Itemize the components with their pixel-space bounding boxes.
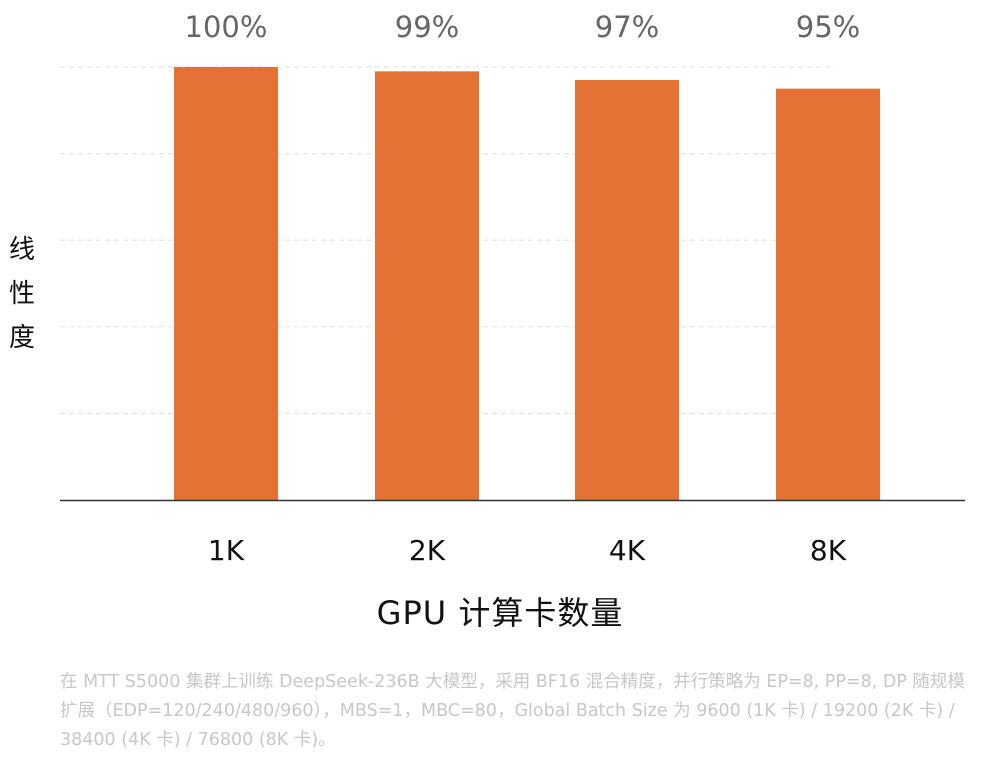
bar-1K [174,67,278,500]
x-tick-label: 8K [810,534,847,567]
bar-8K [776,88,880,501]
bar-2K [375,71,479,500]
bar-chart: 100% 99% 97% 95% 1K 2K 4K 8K [60,10,965,567]
bar-4K [575,79,679,501]
bar-value-label: 97% [595,10,659,44]
x-axis-label: GPU 计算卡数量 [376,594,624,632]
bar-value-label: 100% [185,10,268,44]
bar-value-label: 95% [796,10,860,44]
x-tick-label: 2K [409,534,446,567]
footnote: 在 MTT S5000 集群上训练 DeepSeek-236B 大模型，采用 B… [60,672,965,750]
bar-value-label: 99% [395,10,459,44]
bars [174,67,880,501]
x-tick-labels: 1K 2K 4K 8K [208,534,847,567]
y-axis-label: 线性度 [8,235,35,353]
x-tick-label: 1K [208,534,245,567]
x-tick-label: 4K [609,534,646,567]
value-labels: 100% 99% 97% 95% [185,10,861,44]
